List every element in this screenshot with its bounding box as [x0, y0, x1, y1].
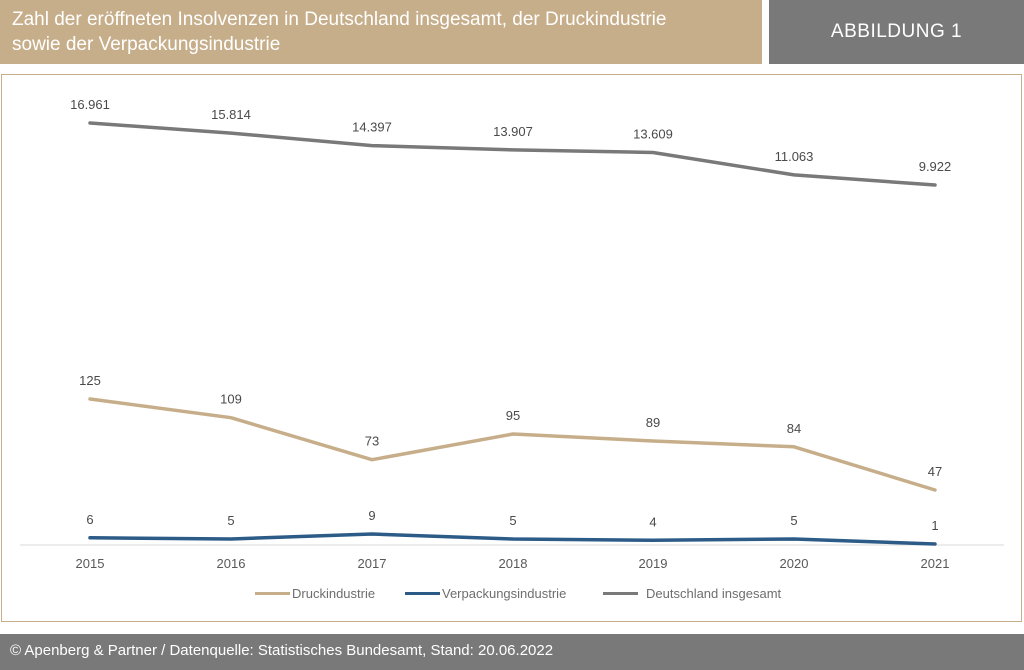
data-label-deutschland-insgesamt-2020: 11.063 [775, 149, 814, 164]
data-label-druckindustrie-2018: 95 [506, 408, 520, 423]
legend-item-verpackungsindustrie: Verpackungsindustrie [405, 586, 566, 601]
data-label-druckindustrie-2016: 109 [220, 392, 242, 407]
data-label-verpackungsindustrie-2021: 1 [931, 518, 938, 533]
series-line-druckindustrie [88, 397, 937, 492]
series-line-verpackungsindustrie [88, 532, 937, 546]
data-label-deutschland-insgesamt-2021: 9.922 [919, 159, 952, 174]
data-label-druckindustrie-2020: 84 [787, 421, 801, 436]
data-label-deutschland-insgesamt-2016: 15.814 [211, 107, 251, 122]
chart-title-line-1: Zahl der eröffneten Insolvenzen in Deuts… [12, 9, 667, 30]
legend-label-verpackungsindustrie: Verpackungsindustrie [442, 586, 567, 601]
legend-swatch-druckindustrie [255, 592, 290, 595]
legend-label-druckindustrie: Druckindustrie [292, 586, 376, 601]
legend-item-deutschland-insgesamt: Deutschland insgesamt [603, 586, 781, 601]
data-label-verpackungsindustrie-2016: 5 [227, 513, 234, 528]
data-label-verpackungsindustrie-2017: 9 [368, 508, 375, 523]
data-label-verpackungsindustrie-2019: 4 [649, 514, 656, 529]
x-tick-label-2017: 2017 [358, 556, 387, 571]
x-tick-label-2021: 2021 [921, 556, 950, 571]
data-label-verpackungsindustrie-2015: 6 [86, 512, 93, 527]
legend-swatch-verpackungsindustrie [405, 592, 440, 595]
x-tick-label-2019: 2019 [639, 556, 668, 571]
legend-label-deutschland-insgesamt: Deutschland insgesamt [646, 586, 782, 601]
data-label-verpackungsindustrie-2020: 5 [790, 513, 797, 528]
data-label-deutschland-insgesamt-2019: 13.609 [633, 127, 673, 142]
figure-badge: ABBILDUNG 1 [769, 0, 1024, 64]
x-tick-label-2018: 2018 [499, 556, 528, 571]
legend-swatch-deutschland-insgesamt [603, 592, 638, 595]
data-label-druckindustrie-2017: 73 [365, 434, 379, 449]
chart-legend: Druckindustrie Verpackungsindustrie Deut… [0, 586, 1024, 606]
data-label-deutschland-insgesamt-2018: 13.907 [493, 124, 533, 139]
data-label-druckindustrie-2019: 89 [646, 415, 660, 430]
data-label-deutschland-insgesamt-2017: 14.397 [352, 120, 392, 135]
data-label-verpackungsindustrie-2018: 5 [509, 513, 516, 528]
chart-frame [1, 74, 1022, 622]
x-tick-label-2015: 2015 [76, 556, 105, 571]
legend-item-druckindustrie: Druckindustrie [255, 586, 375, 601]
data-label-deutschland-insgesamt-2015: 16.961 [70, 97, 110, 112]
x-tick-label-2020: 2020 [780, 556, 809, 571]
series-line-deutschland-insgesamt [88, 121, 937, 187]
data-label-druckindustrie-2021: 47 [928, 464, 942, 479]
chart-title-line-2: sowie der Verpackungsindustrie [12, 34, 281, 55]
chart-title-box: Zahl der eröffneten Insolvenzen in Deuts… [0, 0, 762, 64]
data-label-druckindustrie-2015: 125 [79, 373, 101, 388]
x-tick-label-2016: 2016 [217, 556, 246, 571]
source-footer: © Apenberg & Partner / Datenquelle: Stat… [0, 634, 1024, 670]
